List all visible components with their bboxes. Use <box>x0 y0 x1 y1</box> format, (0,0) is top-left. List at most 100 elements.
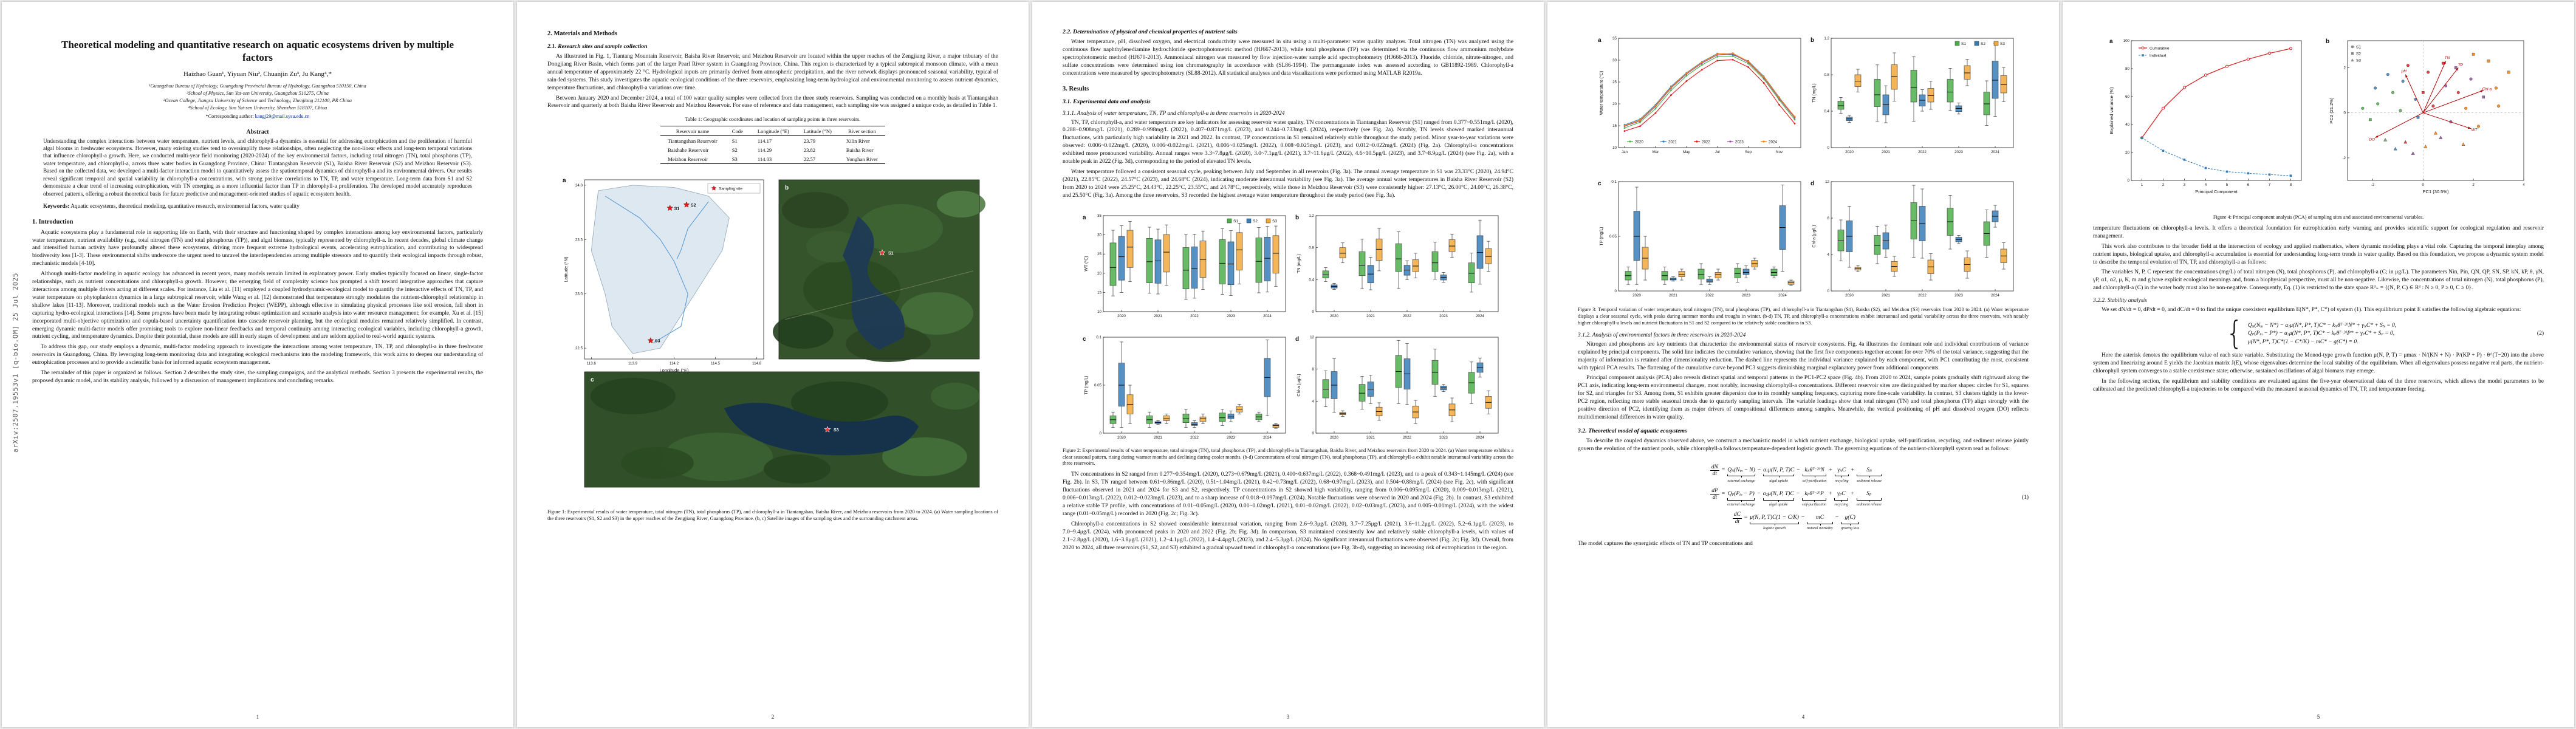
paragraph: Nitrogen and phosphorus are key nutrient… <box>1578 341 2029 371</box>
svg-text:20: 20 <box>1612 102 1617 106</box>
subsection-heading-model: 3.2. Theoretical model of aquatic ecosys… <box>1578 427 1687 434</box>
svg-text:0.4: 0.4 <box>1309 278 1314 282</box>
equation-1-tag: (1) <box>2021 494 2029 501</box>
svg-text:10: 10 <box>1097 310 1101 314</box>
table-1: Reservoir name Code Longitude (°E) Latitude… <box>660 126 885 165</box>
equation-row: dC dt = μ(N, P, T)C(1 − C/K) logistic growth… <box>1732 512 1860 531</box>
keywords-text: Aquatic ecosystems, theoretical modeling… <box>70 204 300 210</box>
svg-text:2022: 2022 <box>1918 150 1927 154</box>
svg-text:25: 25 <box>1097 252 1101 256</box>
svg-text:7: 7 <box>2269 183 2271 187</box>
svg-text:-2: -2 <box>2371 183 2375 187</box>
paper-title: Theoretical modeling and quantitative re… <box>61 39 454 64</box>
svg-text:2020: 2020 <box>1845 293 1854 298</box>
table-cell: S1 <box>731 137 738 144</box>
equation-1: dN dt = QN(Nin − N) external exchange − α1μ(N,… <box>1578 459 2029 536</box>
svg-text:2021: 2021 <box>1366 314 1375 318</box>
svg-text:2024: 2024 <box>1263 314 1272 318</box>
paragraph: Although multi-factor modeling in aquati… <box>32 271 483 340</box>
paragraph: Chlorophyll-a concentrations in S2 showe… <box>1063 521 1513 551</box>
svg-text:Latitude (°N): Latitude (°N) <box>563 256 569 282</box>
svg-text:S1: S1 <box>674 207 680 211</box>
svg-text:S2: S2 <box>691 204 696 208</box>
table-header-row: Reservoir name Code Longitude (°E) Latitude… <box>660 126 885 137</box>
table-cell: 114.29 <box>757 146 772 153</box>
paragraph: Principal component analysis (PCA) also … <box>1578 375 2029 420</box>
svg-text:113.6: 113.6 <box>587 361 597 366</box>
svg-text:0: 0 <box>1100 431 1102 436</box>
svg-text:2023: 2023 <box>1439 314 1448 318</box>
svg-text:30: 30 <box>1612 58 1617 63</box>
svg-text:Sep: Sep <box>1745 150 1752 154</box>
svg-text:0.4: 0.4 <box>1824 109 1829 114</box>
svg-text:d: d <box>1810 180 1814 187</box>
svg-text:-2: -2 <box>2342 156 2346 160</box>
svg-text:4: 4 <box>2205 183 2207 187</box>
table-cell: Meizhou Reservoir <box>660 154 725 165</box>
svg-text:15: 15 <box>1612 124 1617 128</box>
paragraph: This work also contributes to the broade… <box>2093 243 2544 265</box>
figure-2-caption: Figure 2: Experimental results of water … <box>1063 447 1513 467</box>
keywords-label: Keywords: <box>43 204 70 210</box>
svg-text:2024: 2024 <box>1476 314 1484 318</box>
figure-1: 113.6 113.9 114.2 114.5 114.8 22.5 23.0 23.5 24.… <box>547 170 998 522</box>
svg-text:Nov: Nov <box>1776 150 1783 154</box>
paragraph: As illustrated in Fig. 1, Tiantang Mount… <box>547 53 998 91</box>
table-column-header: Latitude (°N) <box>796 126 839 137</box>
svg-text:2022: 2022 <box>1403 314 1411 318</box>
table-row: Tiantangshan Reservoir S1 114.17 23.79 Xilin… <box>660 136 885 146</box>
table-cell: S3 <box>724 154 750 165</box>
svg-text:2021: 2021 <box>1154 436 1162 440</box>
svg-text:S1: S1 <box>1233 219 1238 224</box>
svg-text:2023: 2023 <box>1742 293 1750 298</box>
svg-text:2023: 2023 <box>1954 150 1963 154</box>
subsubsection-heading-analysis: 3.1.1. Analysis of water temperature, TN… <box>1063 110 1285 117</box>
svg-text:6: 6 <box>2247 183 2250 187</box>
svg-text:Principal Component: Principal Component <box>2195 189 2238 194</box>
svg-text:b: b <box>1295 214 1299 221</box>
svg-text:0: 0 <box>1312 431 1315 436</box>
table-cell: S2 <box>731 146 738 153</box>
svg-text:35: 35 <box>1097 214 1101 218</box>
figure-2: 10 15 20 25 30 35 WT (°C) 2020 2021 2022 2023 2024 a… <box>1063 206 1513 468</box>
svg-text:b: b <box>785 185 789 191</box>
svg-text:2022: 2022 <box>1403 436 1411 440</box>
svg-text:2: 2 <box>2344 66 2346 70</box>
svg-text:S1: S1 <box>2356 45 2361 49</box>
svg-text:Longitude (°E): Longitude (°E) <box>659 368 689 373</box>
corresponding-author: *Corresponding author: kangj29@mail.sysu… <box>32 114 483 119</box>
svg-text:2024: 2024 <box>1769 140 1777 145</box>
section-heading-results: 3. Results <box>1063 85 1089 92</box>
svg-text:TN (mg/L): TN (mg/L) <box>1297 254 1301 273</box>
svg-text:2020: 2020 <box>1330 436 1338 440</box>
svg-text:0: 0 <box>2344 111 2346 115</box>
keywords-line: Keywords: Aquatic ecosystems, theoretica… <box>43 203 472 210</box>
svg-text:2021: 2021 <box>1668 140 1677 145</box>
figure-3-image: 10 15 20 25 30 35 Water temperature (°C) Jan Mar… <box>1598 36 2014 298</box>
svg-text:b: b <box>1810 37 1814 44</box>
svg-text:0.1: 0.1 <box>1096 335 1101 340</box>
svg-text:Chl-a (μg/L): Chl-a (μg/L) <box>1297 374 1301 396</box>
table-column-header: Reservoir name <box>660 126 725 137</box>
svg-text:1: 1 <box>2141 183 2143 187</box>
svg-text:30: 30 <box>1097 233 1101 237</box>
table-cell: 114.17 <box>757 137 772 144</box>
svg-text:c: c <box>591 377 594 383</box>
svg-text:4: 4 <box>2523 183 2525 187</box>
corresponding-email-link[interactable]: kangj29@mail.sysu.edu.cn <box>255 113 310 119</box>
subsection-heading-exp-data: 3.1. Experimental data and analysis <box>1063 98 1151 105</box>
section-heading-methods: 2. Materials and Methods <box>547 30 617 37</box>
paragraph: We set dN/dt = 0, dP/dt = 0, and dC/dt =… <box>2102 307 2521 313</box>
section-heading-introduction: 1. Introduction <box>32 218 74 225</box>
svg-text:b: b <box>2326 38 2329 45</box>
page-3: 2.2. Determination of physical and chemi… <box>1032 2 1544 727</box>
paragraph: Aquatic ecosystems play a fundamental ro… <box>32 229 483 267</box>
svg-text:22.5: 22.5 <box>575 346 583 351</box>
svg-text:20: 20 <box>1097 271 1101 275</box>
svg-text:Water temperature (°C): Water temperature (°C) <box>1599 71 1604 115</box>
svg-text:8: 8 <box>1828 216 1830 221</box>
abstract-heading: Abstract <box>246 128 269 135</box>
abstract-text: Understanding the complex interactions b… <box>43 138 472 197</box>
paragraph: Water temperature, pH, dissolved oxygen,… <box>1063 39 1513 77</box>
svg-text:0.8: 0.8 <box>1824 73 1829 77</box>
